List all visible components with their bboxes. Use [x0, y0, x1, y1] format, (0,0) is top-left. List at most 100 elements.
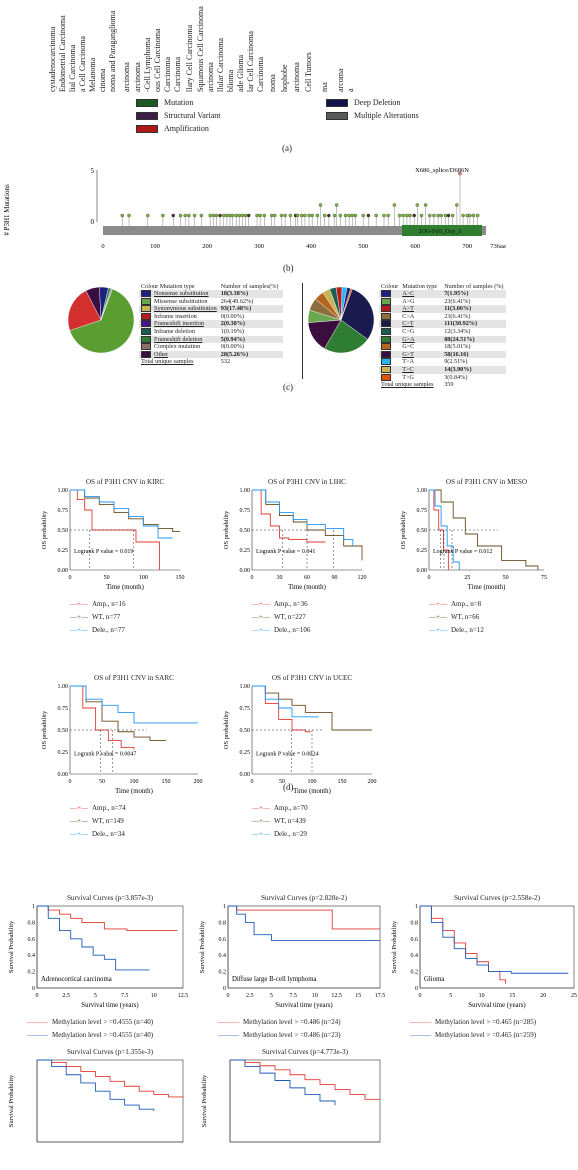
table-header: Number of samples (%) [444, 283, 504, 290]
legend-marker: —+— [70, 626, 88, 634]
legend-marker: —+— [70, 830, 88, 838]
legend-text: Amp., n=16 [91, 600, 126, 608]
mutation-type-label: C>G [402, 327, 415, 335]
mutation-type-label: Other [154, 350, 169, 358]
km-plot-title: Survival Curves (p=4.773e-3) [261, 1048, 349, 1056]
table-row: Synonymous substitution 93(17.48%) [139, 305, 283, 313]
cancer-type-label: hophobe [280, 64, 289, 92]
sample-count: 2(0.38%) [218, 320, 283, 328]
panel-label-a: (a) [282, 143, 292, 153]
y-tick-label: 0.8 [411, 920, 419, 926]
lollipop-head [310, 213, 314, 218]
km-plot-title: OS of P3H1 CNV in KIRC [85, 478, 165, 486]
y-tick-label: 0.25 [240, 750, 251, 756]
table-header: Mutation type [402, 283, 438, 290]
legend-marker: —+— [252, 830, 270, 838]
table-row: G>T 58(16.16) [379, 350, 507, 359]
colour-cell: Nonsense substitution [139, 290, 219, 298]
y-tick-label: 0.4 [28, 953, 36, 959]
y-tick-label: 0.25 [58, 750, 69, 756]
table-row: A>T 11(3.06%) [379, 305, 507, 313]
lollipop-head [255, 213, 259, 218]
survival-curve [228, 905, 380, 941]
lollipop-head [183, 213, 187, 218]
legend-text: Dele., n=34 [91, 830, 125, 838]
y-axis-label: OS probability [41, 710, 48, 749]
cancer-inset-label: Glioma [424, 976, 444, 983]
lollipop-head [199, 213, 204, 218]
x-tick-label: 10 [479, 993, 485, 999]
colour-swatch [381, 312, 391, 320]
y-tick-label: 0.25 [58, 548, 69, 554]
cancer-type-label: Cell Tumors [304, 52, 313, 92]
sample-count: 23(6.41%) [444, 312, 471, 320]
x-axis-label: Time (month) [115, 788, 153, 795]
legend-text: Dele., n=77 [91, 626, 125, 634]
cancer-type-label: Carcinoma [256, 56, 265, 92]
survival-curve [37, 905, 150, 971]
survival-curve [420, 905, 569, 974]
lollipop-annotation: X686_splice/D686N [415, 167, 469, 174]
survival-curve [70, 685, 166, 742]
cancer-type-label: Endometrial Carcinoma [58, 15, 67, 92]
legend-marker: —+— [429, 626, 447, 634]
lollipop-head [439, 213, 443, 218]
survival-curve [230, 1059, 336, 1106]
cancer-type-label: arcinoma [122, 62, 131, 92]
x-tick-label: 15 [355, 993, 361, 999]
lollipop-head [366, 213, 371, 218]
pie-chart-substitution [307, 286, 375, 354]
table-row: Other 28(5.26%) [139, 350, 283, 359]
x-tick-label: 50 [99, 779, 105, 785]
lollipop-head [178, 213, 183, 218]
y-tick-label: 0.75 [240, 508, 251, 514]
y-tick-label: 0.6 [411, 937, 419, 943]
legend-marker: ——— [410, 1018, 431, 1026]
legend-deep-deletion: Deep Deletion [326, 98, 400, 107]
km-legend-item: —+— WT, n=149 [70, 817, 124, 825]
legend-marker: ——— [218, 1018, 239, 1026]
lollipop-xtick: 736aa [490, 243, 506, 250]
panel-label-d: (d) [283, 782, 294, 792]
mutation-type-label: T>C [400, 365, 443, 374]
colour-cell [379, 365, 401, 374]
total-row: Total unique samples 532 [139, 358, 283, 366]
y-tick-label: 0.00 [240, 772, 251, 778]
table-header: Colour Mutation type [141, 283, 195, 290]
plot-frame [229, 1059, 381, 1143]
survival-curve [252, 489, 354, 546]
y-tick-label: 0.6 [28, 937, 36, 943]
x-axis-label: Time (month) [288, 584, 326, 591]
sample-count: 18(3.38%) [218, 290, 283, 298]
lollipop-head [240, 213, 245, 218]
lollipop-head [295, 213, 300, 218]
sample-count: 11(3.06%) [442, 305, 507, 313]
lollipop-xtick: 0 [101, 243, 104, 250]
sample-count: 0(0.00%) [220, 343, 244, 351]
km-plot: Survival Probability [201, 1059, 381, 1143]
cancer-type-label: blioma [226, 69, 235, 92]
x-tick-label: 0 [69, 779, 72, 785]
x-tick-label: 25 [464, 575, 470, 581]
y-tick-label: 0.75 [240, 706, 251, 712]
lollipop-head [146, 213, 150, 218]
lollipop-head [428, 213, 432, 218]
legend-text: Amp., n=36 [273, 600, 308, 608]
legend-marker: —+— [429, 600, 447, 608]
x-tick-label: 12.5 [331, 993, 342, 999]
y-tick-label: 0.2 [28, 970, 36, 976]
total-label: Total unique samples [381, 381, 434, 389]
km-legend-item: —+— Amp., n=74 [70, 804, 126, 812]
table-row: T>G 3(0.84%) [379, 374, 506, 382]
lollipop-head [318, 203, 323, 207]
legend-marker: —+— [252, 613, 270, 621]
legend-text: Methylation level > =0.465 (n=259) [435, 1031, 537, 1039]
pie-slice [67, 290, 102, 331]
sample-count: 28(5.26%) [218, 350, 283, 359]
survival-curve [429, 489, 539, 570]
cancer-type-label: ade Glioma [236, 54, 245, 92]
survival-curve [70, 685, 135, 750]
legend-marker: ——— [410, 1031, 431, 1039]
km-legend-item: ——— Methylation level > =0.4555 (n=40) [27, 1018, 153, 1026]
y-tick-label: 0.00 [417, 568, 428, 574]
